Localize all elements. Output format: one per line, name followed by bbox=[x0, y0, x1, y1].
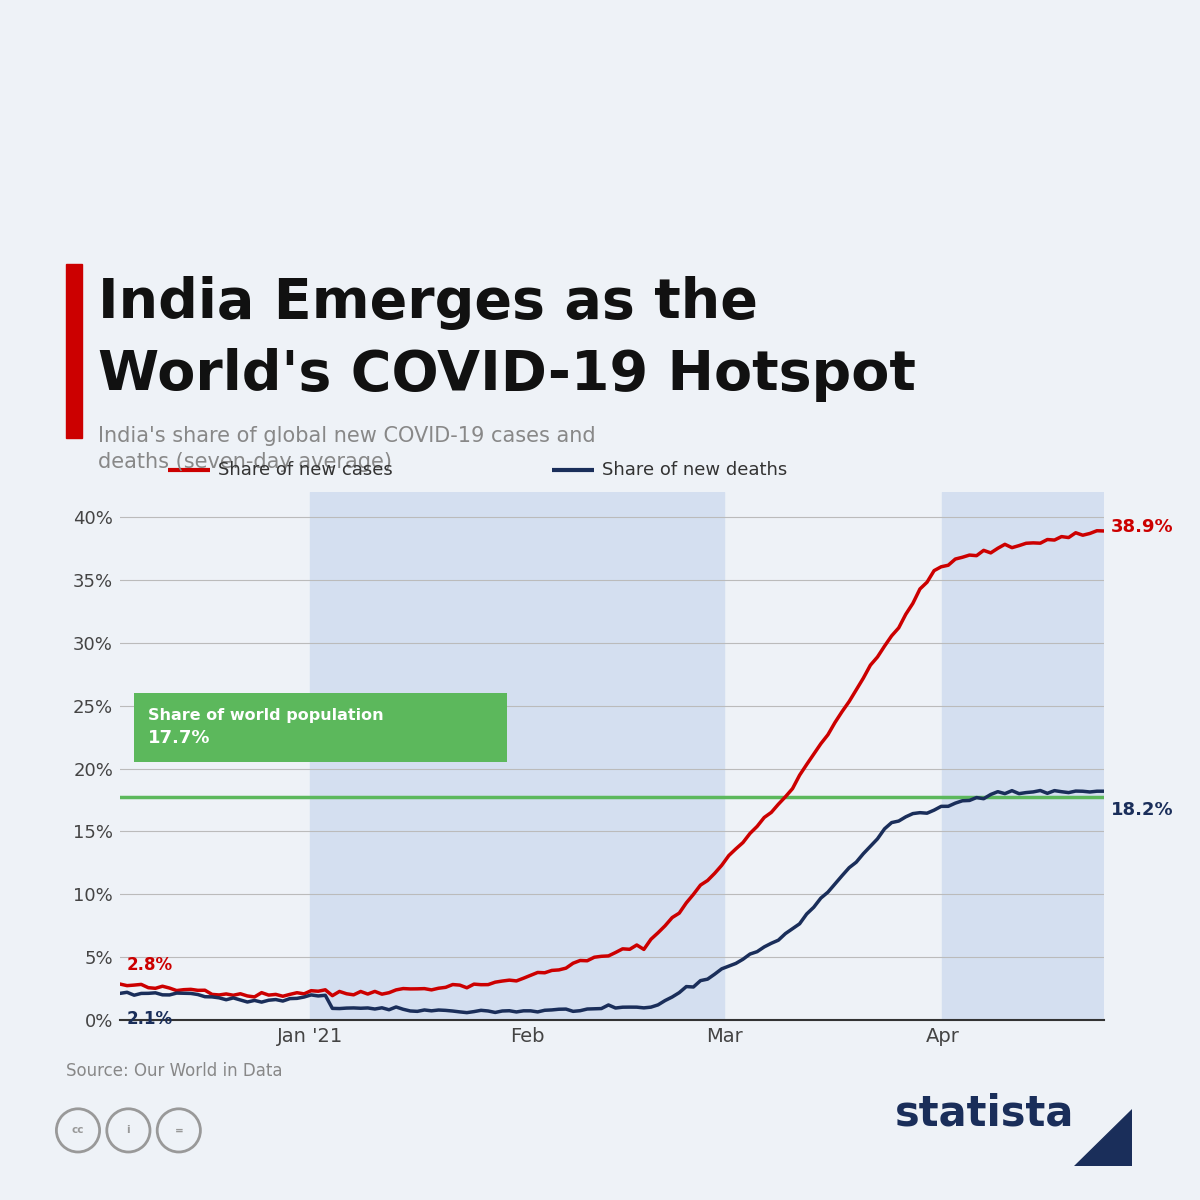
Text: India Emerges as the: India Emerges as the bbox=[98, 276, 758, 330]
Text: Share of new deaths: Share of new deaths bbox=[602, 461, 787, 479]
Text: i: i bbox=[126, 1126, 131, 1135]
Text: cc: cc bbox=[72, 1126, 84, 1135]
Bar bbox=[310, 492, 725, 1020]
Text: statista: statista bbox=[895, 1092, 1074, 1134]
Text: 2.1%: 2.1% bbox=[127, 1009, 173, 1027]
Text: =: = bbox=[174, 1126, 184, 1135]
Bar bbox=[942, 492, 1104, 1020]
Text: 2.8%: 2.8% bbox=[127, 956, 173, 974]
Polygon shape bbox=[1074, 1109, 1132, 1166]
Text: 17.7%: 17.7% bbox=[148, 730, 211, 748]
Text: Share of world population: Share of world population bbox=[148, 708, 384, 724]
Text: World's COVID-19 Hotspot: World's COVID-19 Hotspot bbox=[98, 348, 917, 402]
Text: Source: Our World in Data: Source: Our World in Data bbox=[66, 1062, 282, 1080]
Text: 38.9%: 38.9% bbox=[1111, 518, 1174, 536]
Text: 18.2%: 18.2% bbox=[1111, 802, 1174, 820]
Text: Share of new cases: Share of new cases bbox=[218, 461, 394, 479]
Text: India's share of global new COVID-19 cases and
deaths (seven-day average): India's share of global new COVID-19 cas… bbox=[98, 426, 596, 473]
FancyBboxPatch shape bbox=[134, 694, 506, 762]
